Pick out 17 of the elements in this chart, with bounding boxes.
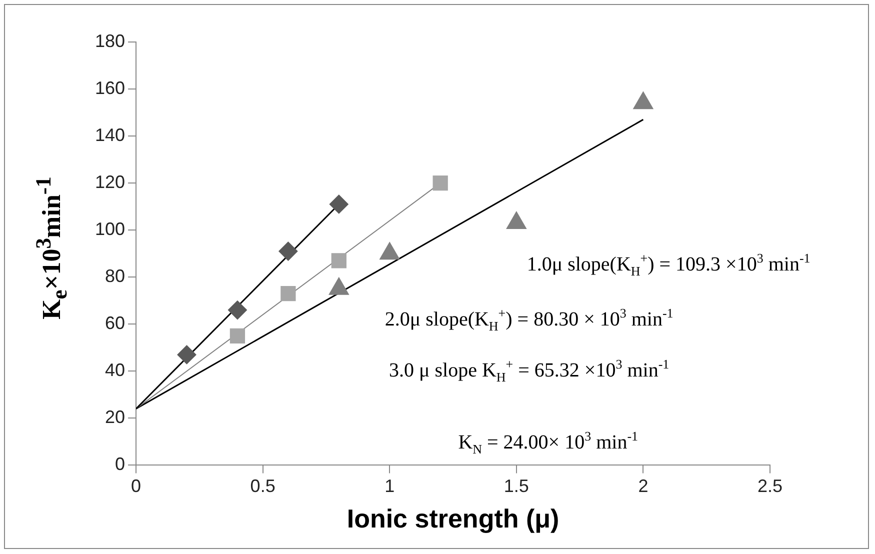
x-tick-label: 1 — [384, 476, 395, 496]
y-tick-label: 100 — [94, 219, 126, 240]
x-tick-label: 1.5 — [504, 476, 529, 496]
x-tick-label: 2.5 — [757, 476, 783, 496]
y-tick-label: 140 — [94, 125, 126, 146]
x-axis-title: Ionic strength (μ) — [346, 504, 560, 534]
y-tick-label: 160 — [94, 78, 126, 98]
y-tick-label: 180 — [94, 30, 126, 51]
x-tick-label: 2 — [638, 476, 648, 496]
y-tick-label: 20 — [105, 407, 126, 428]
y-tick-label: 40 — [105, 360, 126, 380]
x-tick-label: 0 — [131, 476, 142, 496]
y-tick-label: 60 — [105, 313, 126, 334]
x-tick-label: 0.5 — [250, 476, 276, 496]
y-tick-label: 80 — [105, 266, 126, 286]
y-tick-label: 120 — [94, 172, 126, 192]
y-tick-label: 0 — [115, 454, 126, 474]
